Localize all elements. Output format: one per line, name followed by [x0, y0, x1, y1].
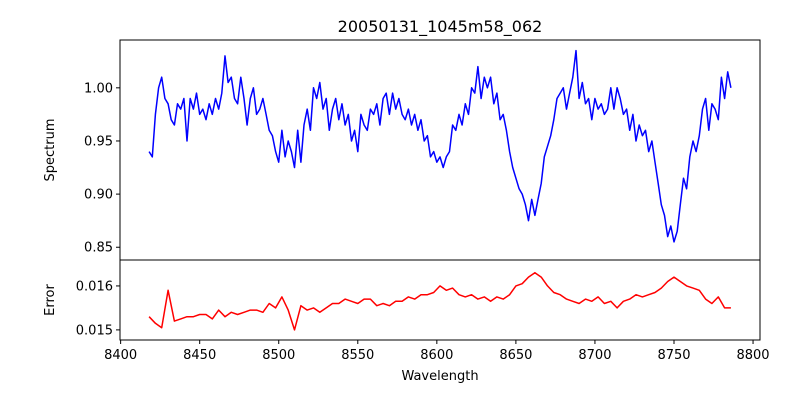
- x-tick-label: 8700: [578, 348, 611, 363]
- error-panel: 0.015 0.016 8400 8450 8500 8550 8600 8650 8700 87…: [76, 259, 770, 363]
- x-tick-label: 8550: [341, 348, 374, 363]
- x-tick-label: 8800: [736, 348, 769, 363]
- x-tick-label: 8600: [420, 348, 453, 363]
- error-line: [148, 271, 731, 331]
- y-tick-label: 0.95: [84, 134, 113, 149]
- spectrum-panel: 0.85 0.90 0.95 1.00: [84, 39, 761, 261]
- x-tick-label: 8650: [499, 348, 532, 363]
- x-axis-label: Wavelength: [401, 369, 478, 384]
- y-axis-label-error: Error: [43, 284, 58, 316]
- y-tick-label: 0.85: [84, 241, 113, 256]
- x-tick-label: 8500: [262, 348, 295, 363]
- y-tick-label: 1.00: [84, 81, 113, 96]
- chart-title: 20050131_1045m58_062: [338, 17, 543, 37]
- y-tick-label: 0.90: [84, 188, 113, 203]
- y-axis-label-spectrum: Spectrum: [43, 119, 58, 182]
- y-tick-label: 0.015: [76, 323, 113, 338]
- spectrum-line: [148, 49, 732, 243]
- x-tick-label: 8450: [183, 348, 216, 363]
- x-tick-label: 8400: [104, 348, 137, 363]
- axes-frame: [119, 39, 761, 261]
- axes-frame: [119, 259, 761, 341]
- y-tick-label: 0.016: [76, 279, 113, 294]
- x-tick-label: 8750: [657, 348, 690, 363]
